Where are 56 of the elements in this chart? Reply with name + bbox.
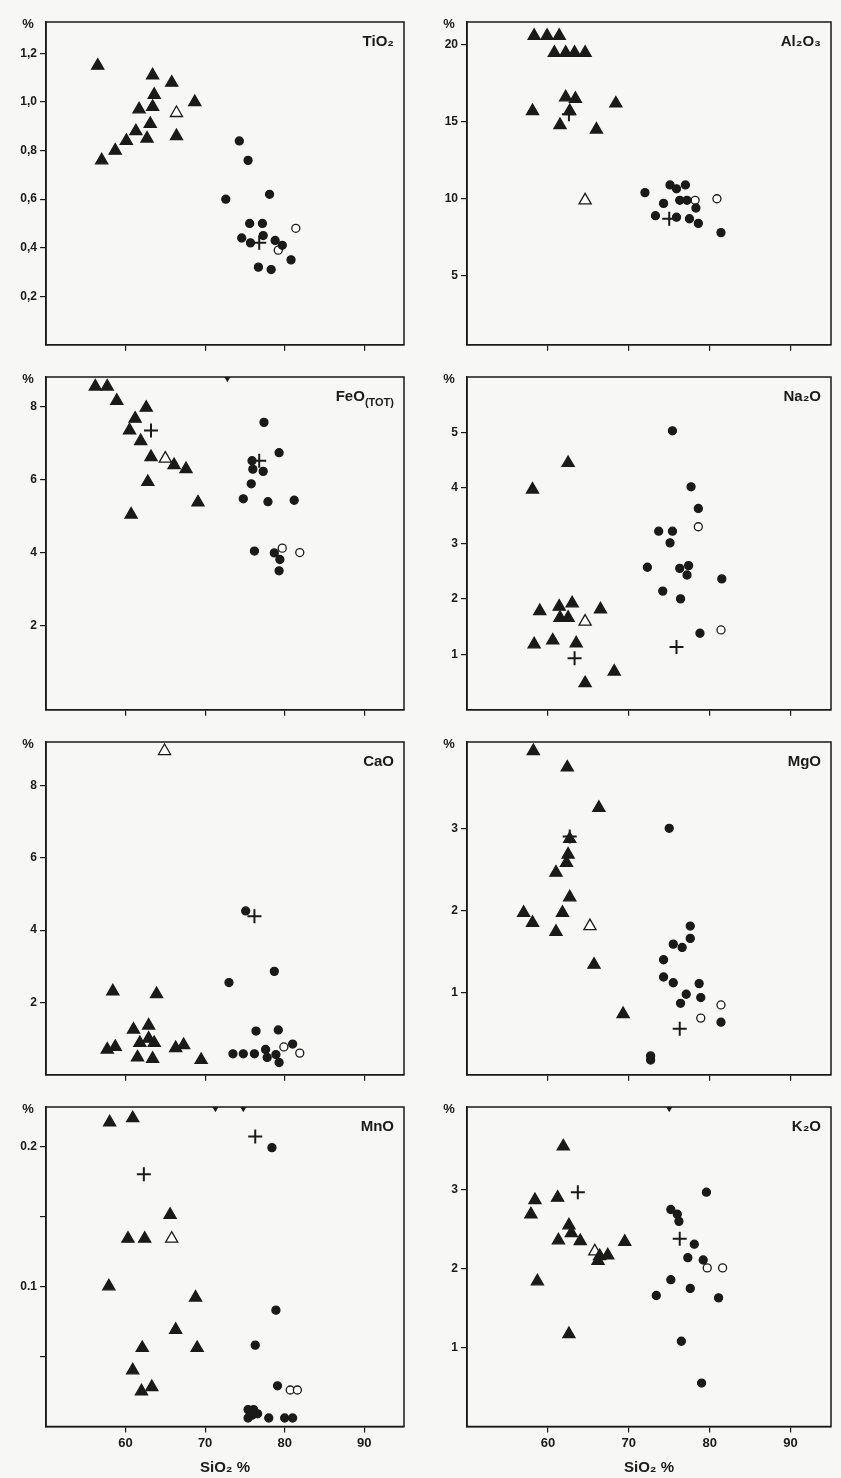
y-tick-label: 2 [30,994,38,1009]
y-tick-label: 3 [451,820,459,835]
y-tick-label: 0.1 [20,1278,38,1293]
y-tick-label: 2 [451,591,459,606]
y-tick-label: 5 [451,267,459,282]
x-axis-title: SiO₂ % [624,1458,675,1475]
y-tick-label: 6 [30,850,38,865]
y-tick-label: 20 [444,37,459,52]
y-tick-label: 10 [444,191,459,206]
text: K₂O [791,1117,822,1134]
y-axis-title: % [443,371,456,386]
y-tick-label: 0.2 [20,1138,38,1153]
y-tick-label: 1 [451,646,459,661]
y-tick-label: 1,0 [20,94,38,109]
x-axis-title: SiO₂ % [200,1458,251,1475]
x-tick-label: 90 [783,1434,798,1450]
x-tick-label: 80 [277,1434,292,1450]
y-tick-label: 2 [30,618,38,632]
y-tick-label: 5 [451,424,459,439]
y-tick-label: 6 [30,471,38,486]
y-tick-label: 1 [451,1339,459,1354]
y-tick-label: 0,2 [20,288,38,303]
y-axis-title: % [443,16,456,31]
y-tick-label: 0,4 [20,240,38,255]
y-tick-label: 2 [451,1260,459,1275]
text: MnO [360,1117,395,1134]
y-tick-label: 4 [30,922,38,937]
text: MgO [787,752,822,769]
y-tick-label: 3 [451,1182,459,1197]
y-axis-title: % [443,736,456,751]
y-tick-label: 3 [451,535,459,550]
y-tick-label: 1,2 [20,45,38,60]
text: Al₂O₃ [780,32,822,49]
y-tick-label: 8 [30,398,38,413]
y-tick-label: 8 [30,777,38,792]
y-axis-title: % [443,1101,456,1116]
y-axis-title: % [22,16,35,31]
x-tick-label: 60 [118,1434,133,1450]
x-tick-label: 80 [702,1434,717,1450]
text: TiO₂ [362,32,395,49]
y-axis-title: % [22,736,35,751]
y-tick-label: 4 [451,480,459,495]
y-tick-label: 0,8 [20,142,38,157]
y-tick-label: 15 [444,114,459,129]
y-axis-title: % [22,371,35,386]
x-tick-label: 60 [540,1434,556,1450]
x-tick-label: 70 [621,1434,637,1450]
y-tick-label: 2 [451,902,459,917]
text: Na₂O [783,387,822,404]
y-tick-label: 1 [451,984,459,999]
y-tick-label: 4 [30,544,38,559]
x-tick-label: 90 [356,1434,372,1450]
text: CaO [363,752,395,769]
y-tick-label: 0,6 [20,191,38,206]
x-tick-label: 70 [197,1434,213,1450]
y-axis-title: % [22,1101,35,1116]
